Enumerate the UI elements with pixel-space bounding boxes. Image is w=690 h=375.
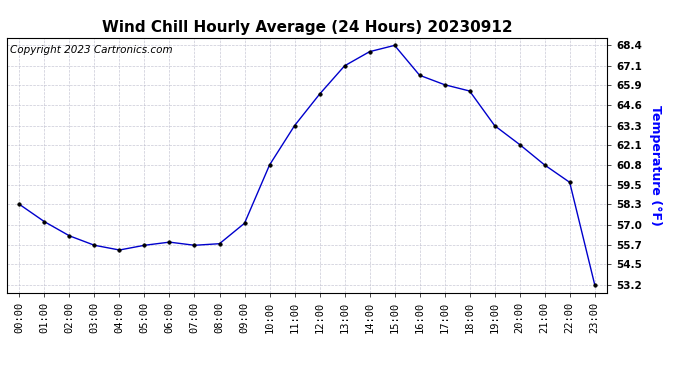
Text: Copyright 2023 Cartronics.com: Copyright 2023 Cartronics.com [10, 45, 172, 55]
Title: Wind Chill Hourly Average (24 Hours) 20230912: Wind Chill Hourly Average (24 Hours) 202… [101, 20, 513, 35]
Y-axis label: Temperature (°F): Temperature (°F) [649, 105, 662, 225]
